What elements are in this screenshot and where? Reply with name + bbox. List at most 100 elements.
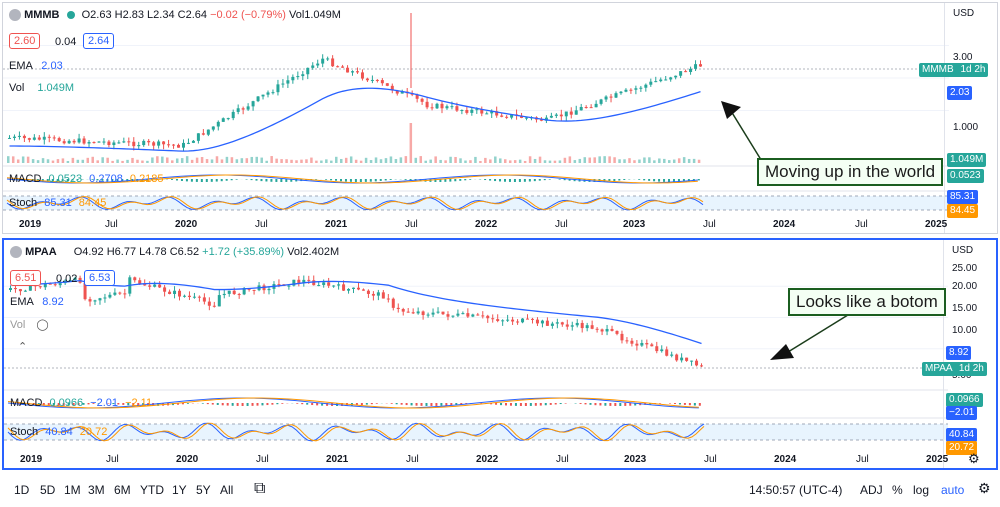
volume-bar <box>359 160 363 163</box>
symbol-name[interactable]: MPAA <box>25 246 57 258</box>
clock-time[interactable]: 14:50:57 (UTC-4) <box>749 483 843 497</box>
macd-histogram-bar <box>185 179 188 182</box>
ask-price-button[interactable]: 6.53 <box>84 270 116 286</box>
macd-histogram-bar <box>624 403 627 406</box>
candle <box>400 91 404 94</box>
macd-histogram-bar <box>349 179 352 182</box>
range-button-1m[interactable]: 1M <box>64 483 81 497</box>
range-button-5y[interactable]: 5Y <box>196 483 211 497</box>
vol-legend[interactable]: Vol 1.049M <box>9 82 74 94</box>
log-toggle[interactable]: log <box>913 483 930 497</box>
chart-pane-mmmb[interactable]: MMMB O2.63 H2.83 L2.34 C2.64 −0.02 (−0.7… <box>2 2 998 234</box>
annotation-callout[interactable]: Moving up in the world <box>757 158 944 186</box>
macd-histogram-bar <box>698 403 701 406</box>
macd-histogram-bar <box>271 403 274 405</box>
bid-price-button[interactable]: 2.60 <box>9 33 41 49</box>
candle <box>549 115 553 118</box>
currency-label[interactable]: USD <box>953 8 975 19</box>
percent-toggle[interactable]: % <box>892 483 903 497</box>
volume-bar <box>180 158 184 163</box>
range-button-1d[interactable]: 1D <box>14 483 30 497</box>
candle <box>539 119 543 121</box>
macd-histogram-bar <box>450 403 453 406</box>
bid-price-button[interactable]: 6.51 <box>10 270 42 286</box>
macd-histogram-bar <box>22 403 25 405</box>
date-range-calendar-icon[interactable]: ⧉ <box>254 480 266 497</box>
range-button-1y[interactable]: 1Y <box>172 483 187 497</box>
volume-bar <box>190 159 194 163</box>
range-button-6m[interactable]: 6M <box>114 483 131 497</box>
macd-histogram-bar <box>444 179 447 182</box>
range-button-ytd[interactable]: YTD <box>140 483 164 497</box>
stoch-legend[interactable]: Stoch 85.31 84.45 <box>9 197 106 209</box>
candle <box>242 288 246 295</box>
time-axis-mmmb[interactable]: 2019 Jul 2020 Jul 2021 Jul 2022 Jul 2023 Jul 2024 J… <box>3 217 949 233</box>
time-tick: 2022 <box>476 454 499 465</box>
candle <box>440 103 444 109</box>
macd-histogram-bar <box>340 403 343 406</box>
macd-histogram-bar <box>355 403 358 406</box>
candle <box>201 133 205 135</box>
macd-histogram-bar <box>280 179 283 182</box>
adj-toggle[interactable]: ADJ <box>860 483 883 497</box>
macd-histogram-bar <box>72 403 75 406</box>
time-tick: Jul <box>704 454 717 465</box>
settings-gear-icon[interactable]: ⚙ <box>968 451 980 466</box>
price-chart-mpaa[interactable] <box>4 240 948 468</box>
candle <box>615 330 619 334</box>
volume-bar <box>513 160 517 163</box>
candle <box>475 109 479 111</box>
volume-bar <box>195 157 199 163</box>
volume-bar <box>280 159 283 163</box>
stoch-legend[interactable]: Stoch 40.84 20.72 <box>10 426 107 438</box>
macd-histogram-bar <box>76 179 79 181</box>
macd-histogram-bar <box>200 179 203 182</box>
auto-toggle[interactable]: auto <box>941 483 965 497</box>
chart-pane-mpaa[interactable]: MPAA O4.92 H6.77 L4.78 C6.52 +1.72 (+35.… <box>2 238 998 470</box>
macd-histogram-bar <box>246 403 249 406</box>
macd-histogram-bar <box>384 179 387 181</box>
volume-value: Vol1.049M <box>288 9 341 21</box>
candle <box>206 129 210 135</box>
macd-histogram-bar <box>589 403 592 405</box>
range-button-all[interactable]: All <box>220 483 234 497</box>
candle <box>276 84 280 93</box>
macd-histogram-bar <box>538 179 541 181</box>
macd-legend[interactable]: MACD 0.0523 0.2708 0.2185 <box>9 173 164 185</box>
collapse-chevron-icon[interactable]: ⌃ <box>18 341 28 353</box>
candle <box>322 282 326 286</box>
candle <box>516 321 520 323</box>
vol-legend[interactable]: Vol ◯ <box>10 318 49 331</box>
volume-bar <box>588 157 591 163</box>
volume-bar <box>255 156 258 163</box>
candle <box>22 135 26 139</box>
symbol-name[interactable]: MMMB <box>24 9 60 21</box>
macd-histogram-bar <box>61 179 64 182</box>
candle <box>431 312 435 315</box>
currency-label[interactable]: USD <box>952 245 974 256</box>
stoch-label: Stoch <box>9 197 38 209</box>
range-button-3m[interactable]: 3M <box>88 483 105 497</box>
candle <box>47 136 51 138</box>
visibility-hidden-icon[interactable]: ◯ <box>36 319 49 331</box>
candle <box>520 115 524 118</box>
annotation-callout[interactable]: Looks like a botom <box>788 288 946 316</box>
time-axis-mpaa[interactable]: 2019 Jul 2020 Jul 2021 Jul 2022 Jul 2023 Jul 2024 J… <box>4 452 948 468</box>
candle <box>37 137 41 140</box>
price-axis-mmmb[interactable]: USD 3.00 1.000 2.03 1.049M 0.0523 85.31 … <box>944 3 997 233</box>
ema-legend[interactable]: EMA 2.03 <box>9 60 63 72</box>
settings-gear-icon[interactable]: ⚙ <box>978 480 991 496</box>
volume-bar <box>573 160 577 163</box>
range-button-5d[interactable]: 5D <box>40 483 56 497</box>
macd-histogram-bar <box>91 179 94 180</box>
ema-legend[interactable]: EMA 8.92 <box>10 296 64 308</box>
macd-histogram-bar <box>71 179 74 181</box>
volume-bar <box>668 160 671 163</box>
price-chart-mmmb[interactable] <box>3 3 949 233</box>
price-axis-mpaa[interactable]: USD 25.00 20.00 15.00 10.00 5.00 8.92 0.… <box>943 240 996 468</box>
candle <box>62 141 66 144</box>
ask-price-button[interactable]: 2.64 <box>83 33 115 49</box>
candle <box>158 284 162 288</box>
macd-legend[interactable]: MACD 0.0966 −2.01 −2.11 <box>10 397 152 409</box>
macd-histogram-bar <box>499 179 502 182</box>
